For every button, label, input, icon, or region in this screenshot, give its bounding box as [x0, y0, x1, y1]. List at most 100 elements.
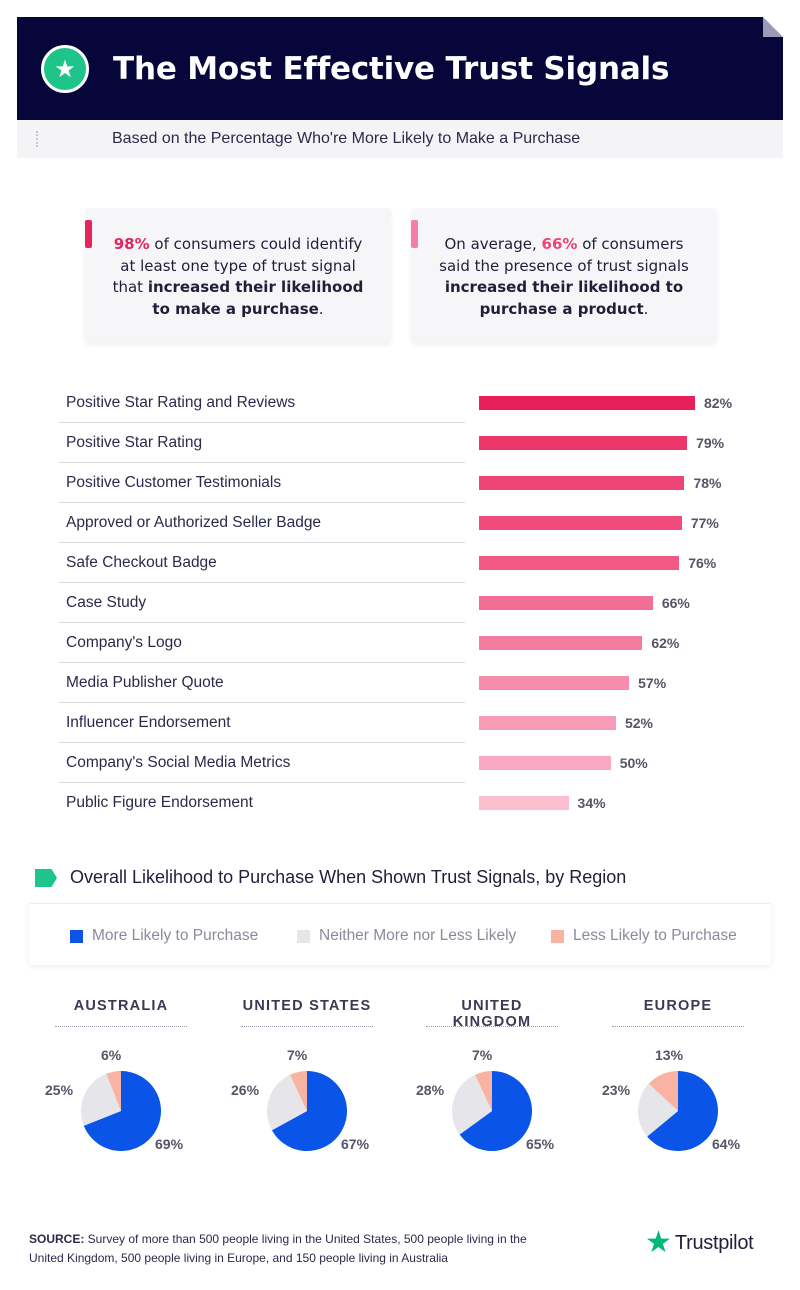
- bar-value-label: 77%: [690, 515, 719, 531]
- pie-svg: [452, 1071, 533, 1151]
- bar-row: Public Figure Endorsement 34%: [59, 783, 606, 823]
- callout-marker: [85, 220, 92, 248]
- row-divider: [59, 622, 465, 623]
- bar-row: Positive Star Rating 79%: [59, 423, 724, 463]
- region-pie: EUROPE 64% 23% 13%: [602, 996, 748, 1166]
- callout-text: 98% of consumers could identify at least…: [112, 235, 364, 318]
- pie-value-label: 26%: [231, 1082, 260, 1098]
- bar-row: Positive Star Rating and Reviews 82%: [59, 383, 732, 423]
- bar-category-label: Positive Star Rating: [66, 434, 203, 451]
- bar-category-label: Positive Customer Testimonials: [66, 474, 282, 491]
- header-banner: ★ The Most Effective Trust Signals: [17, 17, 783, 120]
- pie-value-label: 6%: [101, 1047, 122, 1063]
- bar-category-label: Case Study: [66, 594, 147, 611]
- bar: [479, 676, 630, 690]
- bar-row: Influencer Endorsement 52%: [59, 703, 653, 743]
- bar-category-label: Company's Social Media Metrics: [66, 754, 291, 771]
- bar-category-label: Positive Star Rating and Reviews: [66, 394, 296, 411]
- bar-category-label: Influencer Endorsement: [66, 714, 231, 731]
- subtitle-bar: Based on the Percentage Who're More Like…: [17, 120, 783, 158]
- bar-row: Approved or Authorized Seller Badge 77%: [59, 503, 719, 543]
- pie-svg: [81, 1071, 162, 1151]
- callout-card-1: 98% of consumers could identify at least…: [85, 208, 391, 342]
- bar-value-label: 82%: [704, 395, 733, 411]
- bar-row: Safe Checkout Badge 76%: [59, 543, 716, 583]
- bar-category-label: Approved or Authorized Seller Badge: [66, 514, 322, 531]
- trustpilot-logo: ★ Trustpilot: [645, 1226, 754, 1259]
- row-divider: [59, 462, 465, 463]
- bar: [479, 636, 643, 650]
- pie-slice: [637, 1083, 678, 1137]
- bar: [479, 756, 611, 770]
- bar-value-label: 78%: [693, 475, 722, 491]
- pie-slice: [647, 1071, 718, 1151]
- bar-value-label: 50%: [619, 755, 648, 771]
- row-divider: [59, 582, 465, 583]
- bar: [479, 476, 685, 490]
- pie-slice: [452, 1074, 492, 1135]
- bar-value-label: 79%: [696, 435, 725, 451]
- region-pie: AUSTRALIA 69% 25% 6%: [45, 996, 191, 1166]
- legend-swatch: [70, 929, 83, 943]
- bar: [479, 396, 695, 410]
- pie-slice: [474, 1071, 492, 1111]
- pie-legend: More Likely to Purchase Neither More nor…: [29, 903, 771, 965]
- bar-row: Media Publisher Quote 57%: [59, 663, 666, 703]
- bar: [479, 436, 688, 450]
- pie-value-label: 28%: [416, 1082, 445, 1098]
- region-name: UNITED STATES: [242, 998, 372, 1014]
- callout-percentage: 66%: [541, 235, 578, 253]
- row-divider: [59, 542, 465, 543]
- pie-value-label: 13%: [655, 1047, 684, 1063]
- pie-value-label: 67%: [341, 1136, 370, 1152]
- callout-percentage: 98%: [113, 235, 150, 253]
- pie-value-label: 7%: [287, 1047, 308, 1063]
- dotted-divider: [36, 131, 38, 147]
- bar-row: Case Study 66%: [59, 583, 690, 623]
- dotted-underline: [612, 1026, 744, 1027]
- bar: [479, 556, 680, 570]
- pie-slice: [106, 1071, 121, 1111]
- trustpilot-star-icon: ★: [645, 1226, 672, 1259]
- callout-marker: [411, 220, 418, 248]
- pie-value-label: 23%: [602, 1082, 631, 1098]
- section-tag-icon: [35, 869, 57, 887]
- dotted-underline: [241, 1026, 373, 1027]
- pie-slice: [289, 1071, 307, 1111]
- bar-value-label: 76%: [688, 555, 717, 571]
- region-name: EUROPE: [643, 998, 713, 1014]
- row-divider: [59, 702, 465, 703]
- page-subtitle: Based on the Percentage Who're More Like…: [112, 130, 581, 147]
- legend-item-less-likely: Less Likely to Purchase: [551, 927, 737, 945]
- pie-value-label: 65%: [526, 1136, 555, 1152]
- pie-value-label: 69%: [155, 1136, 184, 1152]
- region-pie: UNITED KINGDOM 65% 28% 7%: [416, 996, 562, 1166]
- row-divider: [59, 422, 465, 423]
- pie-slice: [271, 1071, 348, 1151]
- bar-category-label: Company's Logo: [66, 634, 182, 651]
- legend-item-more-likely: More Likely to Purchase: [70, 927, 258, 945]
- bar-value-label: 66%: [661, 595, 690, 611]
- bar-row: Company's Social Media Metrics 50%: [59, 743, 648, 783]
- bar: [479, 716, 616, 730]
- callout-card-2: On average, 66% of consumers said the pr…: [411, 208, 717, 342]
- page-title: The Most Effective Trust Signals: [113, 51, 670, 87]
- bar-value-label: 34%: [577, 795, 606, 811]
- pie-slice: [459, 1071, 533, 1151]
- bar-value-label: 62%: [651, 635, 680, 651]
- bar-category-label: Media Publisher Quote: [66, 674, 224, 691]
- bar-row: Company's Logo 62%: [59, 623, 679, 663]
- row-divider: [59, 742, 465, 743]
- region-pie: UNITED STATES 67% 26% 7%: [231, 996, 377, 1166]
- bar: [479, 516, 682, 530]
- legend-swatch: [297, 929, 310, 943]
- pie-svg: [267, 1071, 348, 1151]
- callout-text: On average, 66% of consumers said the pr…: [439, 235, 689, 318]
- row-divider: [59, 502, 465, 503]
- dotted-underline: [55, 1026, 187, 1027]
- bar-row: Positive Customer Testimonials 78%: [59, 463, 721, 503]
- row-divider: [59, 782, 465, 783]
- bar-value-label: 57%: [638, 675, 667, 691]
- bar-category-label: Public Figure Endorsement: [66, 794, 253, 811]
- pie-value-label: 7%: [472, 1047, 493, 1063]
